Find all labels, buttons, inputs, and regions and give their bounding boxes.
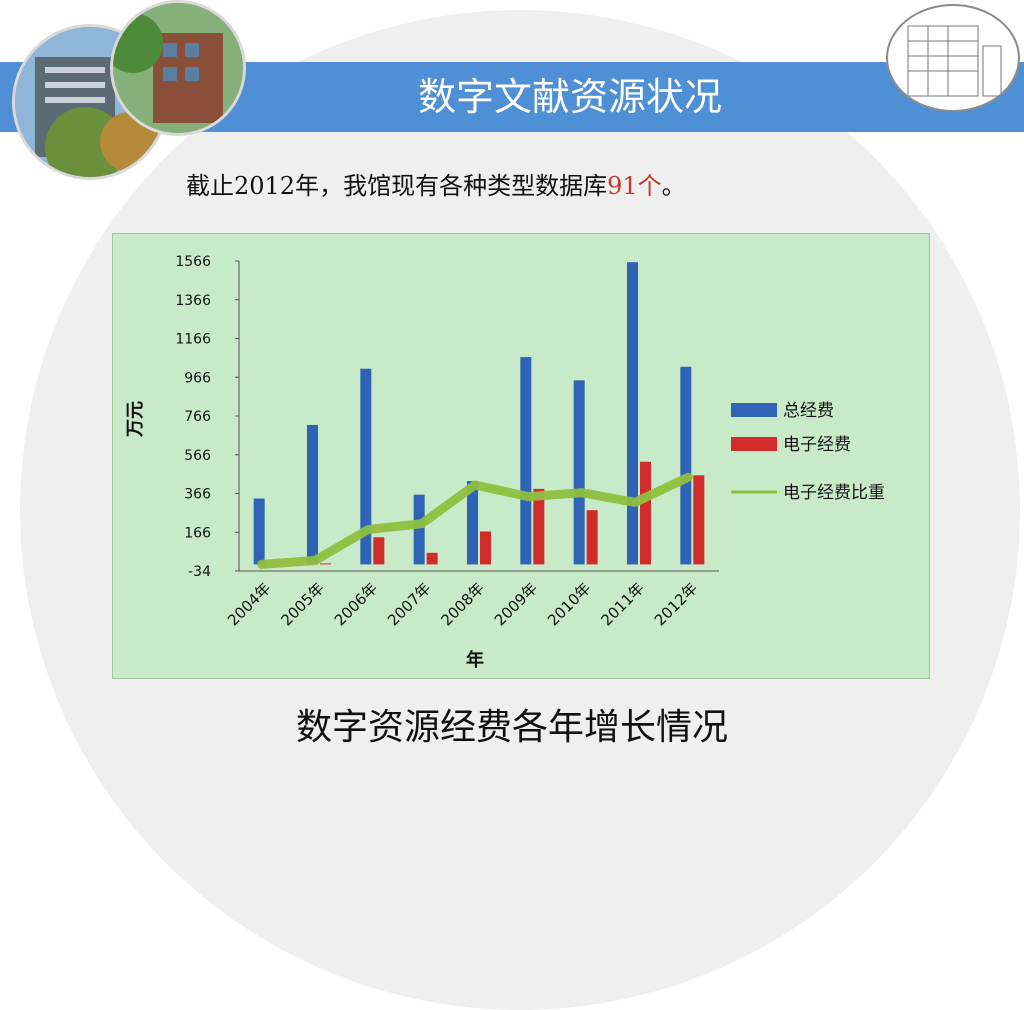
bar-electronic <box>693 475 705 565</box>
y-tick-label: -34 <box>188 564 211 580</box>
bar-electronic <box>533 488 545 565</box>
y-tick-label: 366 <box>184 487 211 503</box>
x-tick-label: 2006年 <box>331 579 381 629</box>
bar-electronic <box>320 563 331 565</box>
bar-total <box>467 481 478 565</box>
bar-total <box>360 368 372 565</box>
y-tick-label: 766 <box>184 409 211 425</box>
campus-photo-right <box>110 0 246 136</box>
x-tick-label: 2008年 <box>437 579 487 629</box>
page-title: 数字文献资源状况 <box>417 75 722 119</box>
bar-electronic <box>373 537 385 565</box>
x-axis-label: 年 <box>466 649 484 671</box>
y-tick-label: 1366 <box>175 293 211 309</box>
bar-total <box>413 494 425 565</box>
x-tick-label: 2011年 <box>597 579 647 629</box>
legend-label-total: 总经费 <box>783 401 834 421</box>
bar-total <box>680 366 692 565</box>
y-tick-label: 1166 <box>175 332 211 348</box>
ratio-line <box>257 472 693 569</box>
chart-container: 1566 1366 1166 966 766 566 366 166 -34 万元 2004年 200… <box>112 233 930 679</box>
bar-electronic <box>640 461 651 565</box>
y-tick-label: 166 <box>184 525 211 541</box>
x-tick-label: 2005年 <box>277 579 327 629</box>
y-tick-label: 966 <box>184 370 211 386</box>
bar-total <box>253 498 265 565</box>
chart-caption: 数字资源经费各年增长情况 <box>295 707 728 748</box>
bar-total <box>307 424 318 565</box>
x-tick-label: 2007年 <box>384 579 434 629</box>
subtitle: 截止2012年，我馆现有各种类型数据库91个。 <box>186 166 686 201</box>
subtitle-highlight: 91个 <box>607 172 662 200</box>
subtitle-text: 截止2012年，我馆现有各种类型数据库 <box>186 172 608 200</box>
y-axis-label: 万元 <box>125 401 146 438</box>
legend-label-ratio: 电子经费比重 <box>783 483 885 503</box>
x-tick-label: 2009年 <box>491 579 541 629</box>
y-tick-label: 566 <box>184 448 211 464</box>
building-sketch-logo <box>886 4 1020 112</box>
bar-total <box>627 262 638 565</box>
bar-electronic <box>480 531 491 565</box>
bar-total <box>573 380 585 565</box>
legend-label-electronic: 电子经费 <box>783 435 851 455</box>
bar-total <box>520 357 532 565</box>
subtitle-suffix: 。 <box>661 172 686 200</box>
bar-electronic <box>586 510 598 565</box>
bar-electronic <box>426 552 438 565</box>
legend-swatch-electronic <box>731 437 777 451</box>
x-tick-label: 2004年 <box>224 579 274 629</box>
y-tick-label: 1566 <box>175 254 211 270</box>
legend-swatch-total <box>731 403 777 417</box>
x-tick-label: 2012年 <box>651 579 701 629</box>
x-tick-label: 2010年 <box>544 579 594 629</box>
